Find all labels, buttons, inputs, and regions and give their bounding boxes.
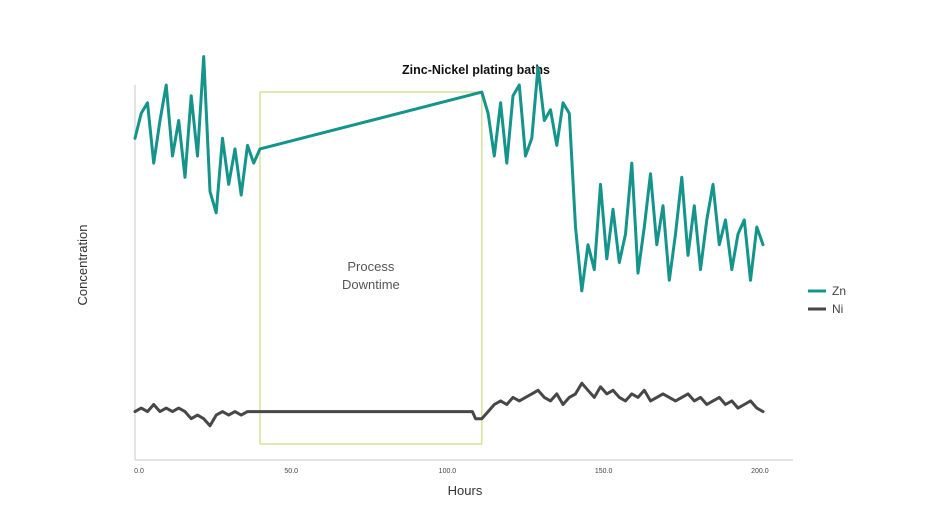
y-axis-label: Concentration: [75, 225, 90, 306]
legend: Zn Ni: [808, 284, 846, 316]
series-line-ni: [133, 381, 765, 428]
downtime-label-line-2: Downtime: [342, 277, 400, 292]
x-axis-label: Hours: [448, 483, 483, 498]
x-tick-label: 150.0: [595, 468, 613, 475]
x-tick-label: 200.0: [751, 468, 769, 475]
legend-label-ni: Ni: [832, 302, 843, 316]
series-line-zn: [133, 55, 765, 293]
chart-title: Zinc-Nickel plating baths: [402, 63, 550, 77]
legend-label-zn: Zn: [832, 284, 846, 298]
downtime-box: [259, 91, 483, 445]
x-tick-label: 100.0: [439, 468, 457, 475]
x-tick-label: 0.0: [134, 468, 144, 475]
downtime-label-line-1: Process: [347, 259, 394, 274]
x-tick-label: 50.0: [284, 468, 298, 475]
